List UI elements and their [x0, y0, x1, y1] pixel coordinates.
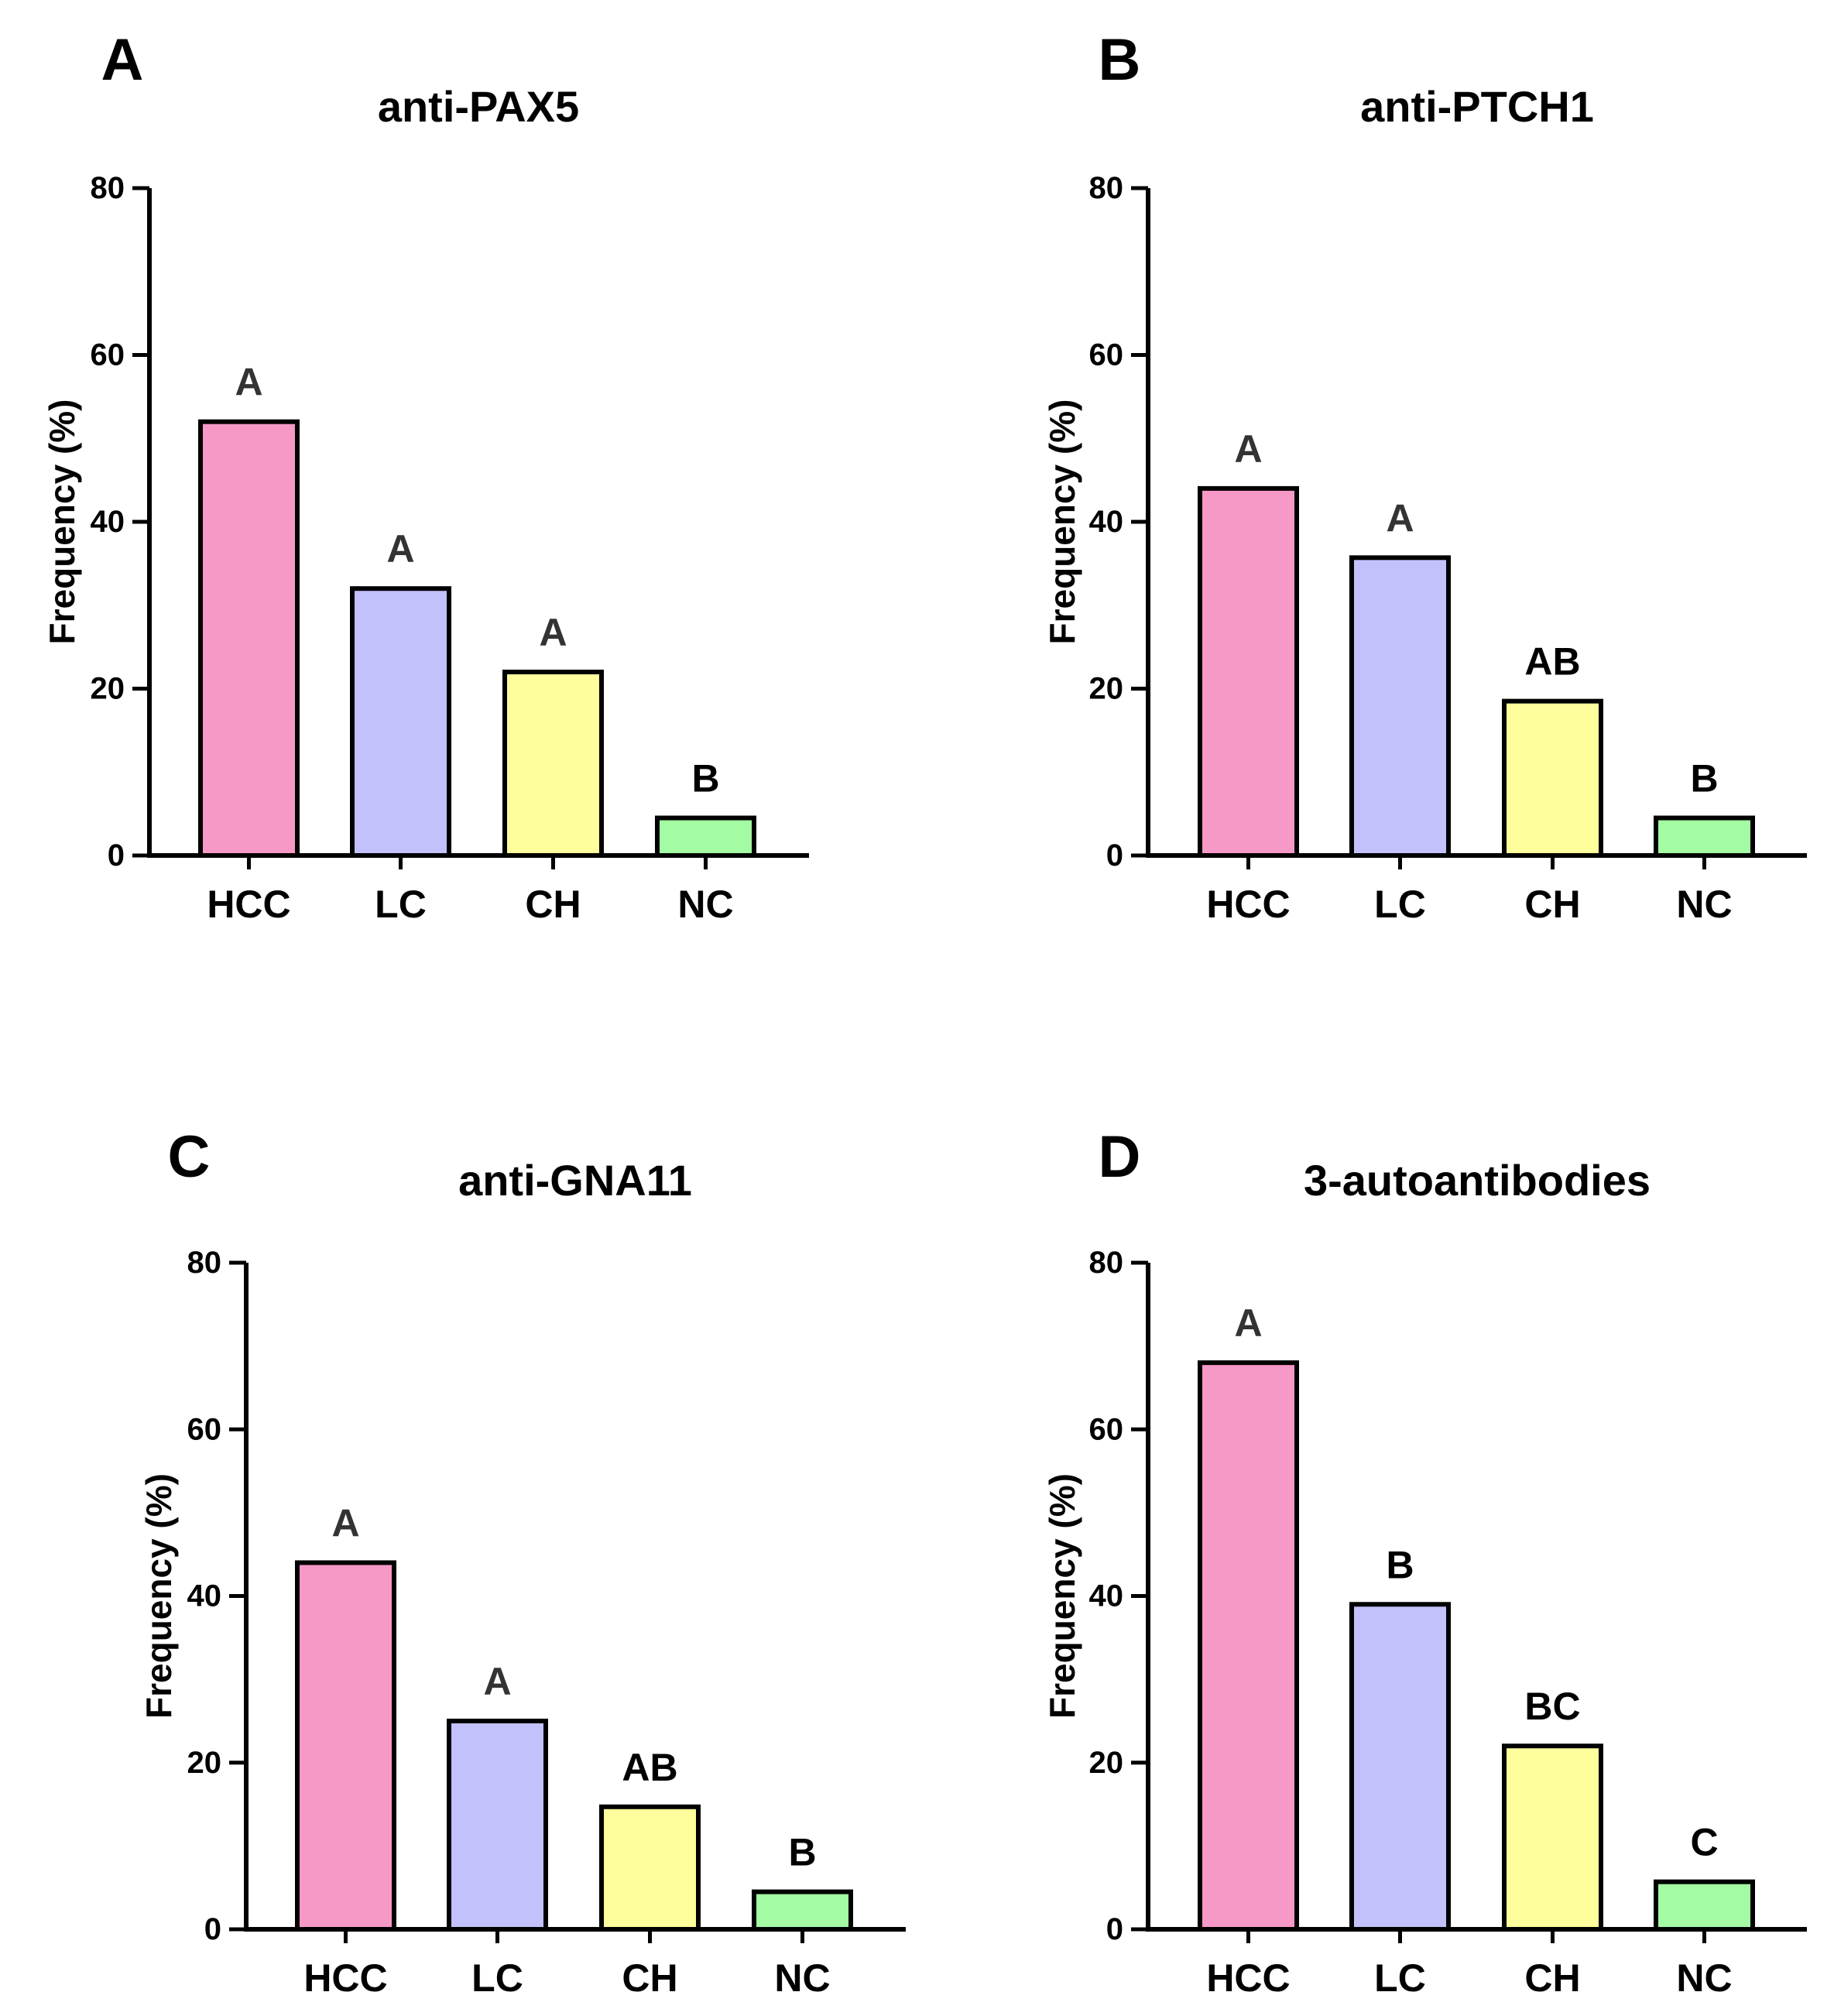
bar-hcc	[198, 419, 300, 858]
x-tick-label: NC	[677, 883, 733, 926]
y-tick-label: 0	[108, 838, 125, 873]
x-tick-label: CH	[1524, 883, 1580, 926]
x-tick-label: HCC	[1206, 1956, 1290, 2000]
y-tick-label: 60	[1089, 338, 1124, 372]
bar-ch	[1502, 698, 1603, 858]
panel-title: 3-autoantibodies	[1304, 1156, 1651, 1205]
y-tick-label: 40	[1089, 1579, 1124, 1613]
y-tick-label: 40	[1089, 505, 1124, 539]
y-tick-label: 0	[1106, 838, 1123, 873]
significance-label: A	[1386, 496, 1414, 540]
significance-label: A	[1234, 1301, 1262, 1345]
y-tick-label: 40	[187, 1579, 222, 1613]
x-tick-label: LC	[375, 883, 427, 926]
panel-letter: B	[1099, 27, 1141, 93]
y-axis-label: Frequency (%)	[1042, 399, 1082, 645]
y-axis-label: Frequency (%)	[1042, 1473, 1082, 1719]
bar-ch	[1502, 1743, 1603, 1932]
y-tick-label: 0	[204, 1912, 221, 1946]
panel-title: anti-PTCH1	[1360, 82, 1594, 131]
significance-label: AB	[622, 1746, 677, 1789]
x-tick-label: CH	[622, 1956, 677, 2000]
x-tick-label: NC	[1676, 1956, 1732, 2000]
bar-lc	[447, 1718, 548, 1932]
bar-hcc	[1198, 485, 1299, 859]
bar-lc	[1349, 555, 1451, 859]
panel-letter: A	[101, 27, 144, 93]
significance-label: A	[386, 527, 414, 571]
x-tick-label: NC	[774, 1956, 830, 2000]
y-tick-label: 60	[187, 1412, 222, 1446]
y-tick-label: 40	[91, 505, 125, 539]
y-tick-label: 60	[91, 338, 125, 372]
x-tick-label: CH	[525, 883, 581, 926]
x-tick-label: LC	[1374, 1956, 1426, 2000]
significance-label: A	[235, 361, 262, 404]
bar-hcc	[295, 1560, 396, 1932]
significance-label: BC	[1524, 1685, 1580, 1728]
x-tick-label: HCC	[207, 883, 290, 926]
significance-label: B	[691, 757, 719, 801]
bar-nc	[655, 815, 756, 858]
y-tick-label: 20	[91, 672, 125, 706]
panel-d: D 3-autoantibodies Frequency (%) A HCC B LC BC C…	[1042, 1124, 1807, 2000]
x-tick-label: HCC	[1206, 883, 1290, 926]
y-axis-label: Frequency (%)	[42, 399, 82, 645]
x-tick-label: CH	[1524, 1956, 1580, 2000]
x-tick-label: LC	[1374, 883, 1426, 926]
x-tick-label: NC	[1676, 883, 1732, 926]
y-tick-label: 20	[187, 1746, 222, 1780]
bar-ch	[599, 1804, 701, 1932]
significance-label: A	[483, 1660, 511, 1703]
y-tick-label: 80	[1089, 1246, 1124, 1280]
y-axis-label: Frequency (%)	[139, 1473, 179, 1719]
panel-letter: D	[1099, 1124, 1141, 1190]
bar-hcc	[1198, 1360, 1299, 1932]
significance-label: C	[1690, 1821, 1718, 1864]
y-tick-label: 80	[187, 1246, 222, 1280]
bar-nc	[1654, 815, 1755, 858]
bar-nc	[752, 1889, 853, 1932]
significance-label: A	[1234, 427, 1262, 471]
bar-nc	[1654, 1879, 1755, 1932]
y-tick-label: 80	[1089, 171, 1124, 205]
significance-label: AB	[1524, 640, 1580, 684]
significance-label: B	[1386, 1543, 1414, 1586]
significance-label: A	[331, 1501, 359, 1545]
y-tick-label: 60	[1089, 1412, 1124, 1446]
x-tick-label: LC	[471, 1956, 523, 2000]
x-tick-label: HCC	[303, 1956, 387, 2000]
y-tick-label: 20	[1089, 672, 1124, 706]
panel-title: anti-GNA11	[458, 1156, 692, 1205]
bar-lc	[1349, 1602, 1451, 1932]
y-tick-label: 20	[1089, 1746, 1124, 1780]
significance-label: B	[1690, 757, 1718, 801]
significance-label: B	[788, 1831, 816, 1874]
y-tick-label: 80	[91, 171, 125, 205]
panel-title: anti-PAX5	[378, 82, 579, 131]
significance-label: A	[539, 611, 567, 654]
y-tick-label: 0	[1106, 1912, 1123, 1946]
panel-letter: C	[168, 1124, 211, 1190]
bar-ch	[502, 669, 604, 859]
bar-lc	[350, 586, 451, 858]
